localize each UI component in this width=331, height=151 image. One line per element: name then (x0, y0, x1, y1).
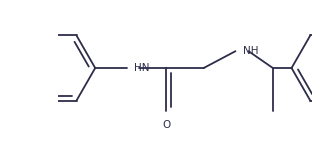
Text: HN: HN (134, 63, 150, 73)
Text: NH: NH (243, 46, 259, 56)
Text: O: O (162, 120, 170, 130)
